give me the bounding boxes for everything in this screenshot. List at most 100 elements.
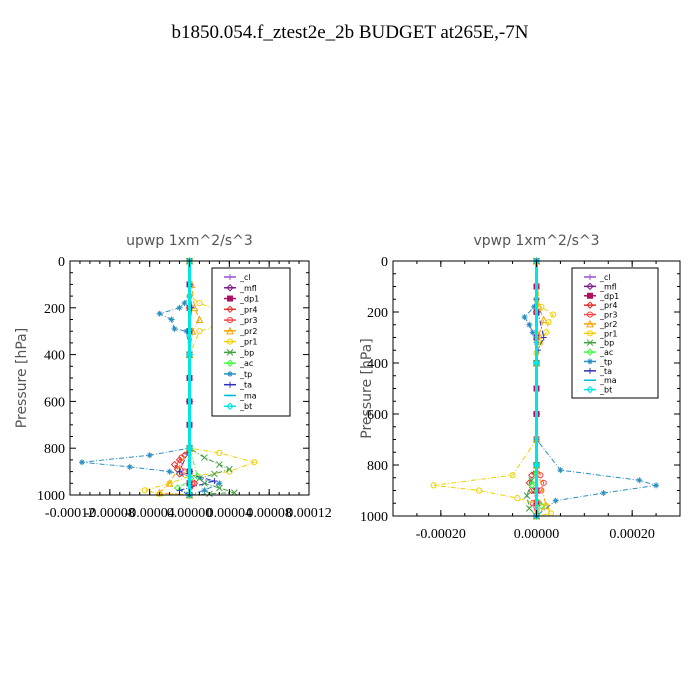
series-point-ta: [211, 477, 218, 484]
main-title: b1850.054.f_ztest2e_2b BUDGET at265E,-7N: [171, 22, 529, 43]
legend-label: _ta: [599, 367, 612, 376]
series-point-tp: [171, 325, 178, 332]
series-point-tp: [156, 310, 163, 317]
series-point-bt: [185, 491, 194, 499]
y-tick-label: 1000: [37, 489, 65, 504]
series-point-bp: [211, 470, 218, 478]
series-point-pr1: [196, 328, 203, 335]
panel-title: upwp 1xm^2/s^3: [126, 233, 253, 249]
series-point-tp: [78, 459, 85, 466]
series-point-pr1: [141, 487, 148, 494]
legend-label: _cl: [599, 273, 611, 282]
series-point-bp: [225, 465, 233, 473]
legend-label: _dp1: [599, 292, 619, 301]
series-point-pr2: [155, 488, 164, 497]
legend-marker: [586, 348, 594, 356]
legend-label: _bt: [239, 402, 252, 411]
series-point-ac: [173, 484, 182, 492]
series-point-pr4: [175, 470, 184, 478]
series-point-pr1: [216, 449, 223, 456]
series-point-tp: [176, 304, 183, 311]
series-point-pr3: [538, 487, 545, 494]
legend-label: _cl: [239, 273, 251, 282]
legend: _cl_mfl_dp1_pr4_pr3_pr2_pr1_bp_ac_tp_ta_…: [211, 267, 291, 417]
x-tick-label: 0.00000: [514, 527, 560, 542]
series-point-tp: [521, 314, 528, 321]
series-point-ac: [528, 481, 536, 490]
series-point-bp: [201, 479, 208, 487]
y-tick-label: 600: [44, 395, 65, 410]
legend-marker: [226, 349, 234, 356]
legend-marker: [586, 330, 594, 337]
x-tick-label: -0.00004: [125, 506, 175, 521]
series-point-tp: [201, 487, 208, 494]
legend-marker: [586, 282, 594, 291]
x-tick-label: 0.00008: [246, 506, 292, 521]
legend-label: _tp: [599, 357, 612, 366]
x-tick-label: -0.00008: [85, 506, 135, 521]
legend-label: _bt: [599, 386, 612, 395]
legend-marker: [587, 358, 593, 365]
legend-label: _pr4: [239, 305, 257, 314]
y-tick-label: 800: [44, 442, 65, 457]
legend-marker: [226, 305, 234, 314]
series-point-pr2: [539, 315, 548, 324]
series-point-tp: [216, 480, 223, 487]
legend-label: _bp: [599, 339, 614, 348]
series-point-pr1: [547, 510, 554, 517]
series-point-ta: [176, 468, 183, 475]
legend-label: _ma: [239, 391, 257, 400]
legend-label: _bp: [239, 348, 254, 357]
y-tick-label: 200: [367, 306, 388, 321]
series-point-pr1: [545, 319, 552, 326]
y-tick-label: 400: [367, 357, 388, 372]
x-tick-label: -0.00020: [416, 527, 466, 542]
legend-marker: [227, 274, 233, 280]
series-point-pr1: [542, 329, 550, 336]
series-point-tp: [636, 477, 643, 484]
series-point-pr4: [170, 460, 179, 469]
y-tick-label: 400: [44, 349, 65, 364]
legend-label: _pr2: [239, 327, 257, 336]
series-group: [430, 256, 660, 520]
legend-marker: [586, 311, 594, 318]
series-point-bp: [523, 492, 531, 499]
legend-label: _pr1: [239, 338, 257, 347]
series-point-pr1: [251, 459, 258, 466]
legend-marker: [226, 316, 234, 324]
x-tick-label: 0.00000: [167, 506, 213, 521]
y-axis-label: Pressure [hPa]: [359, 338, 375, 438]
legend-label: _ma: [599, 376, 617, 385]
legend-label: _mfl: [599, 282, 617, 291]
series-point-ac: [537, 502, 545, 510]
chart-panel-1: upwp 1xm^2/s^3 Pressure [hPa] 0 200 400 600 80…: [14, 233, 332, 521]
series-point-pr1: [538, 303, 545, 310]
series-point-pr1: [509, 472, 516, 479]
legend-label: _ac: [239, 359, 253, 368]
series-point-bp: [201, 454, 208, 461]
y-tick-label: 1000: [360, 510, 388, 525]
series-point-bt: [532, 359, 541, 367]
legend-label: _tp: [239, 370, 252, 379]
series-point-tp: [529, 329, 536, 336]
series-point-bt: [185, 444, 194, 452]
series-line-pr2: [158, 260, 201, 496]
legend-marker: [586, 301, 594, 309]
series-point-tp: [126, 463, 133, 470]
series-point-tp: [531, 303, 538, 310]
legend-marker: [587, 367, 593, 374]
legend-label: _dp1: [239, 295, 259, 304]
legend-label: _mfl: [239, 284, 257, 293]
y-tick-label: 800: [367, 459, 388, 474]
y-tick-label: 600: [367, 408, 388, 423]
series-point-bp: [216, 484, 223, 492]
legend: _cl_mfl_dp1_pr4_pr3_pr2_pr1_bp_ac_tp_ta_…: [571, 267, 659, 399]
panel-title: vpwp 1xm^2/s^3: [473, 233, 599, 249]
legend-marker: [226, 402, 234, 410]
series-point-pr1: [550, 311, 557, 318]
y-axis-label: Pressure [hPa]: [14, 328, 30, 428]
series-point-bp: [216, 461, 223, 468]
series-point-bt: [185, 350, 194, 359]
legend-label: _pr3: [239, 316, 257, 325]
series-line-tp: [81, 261, 221, 496]
